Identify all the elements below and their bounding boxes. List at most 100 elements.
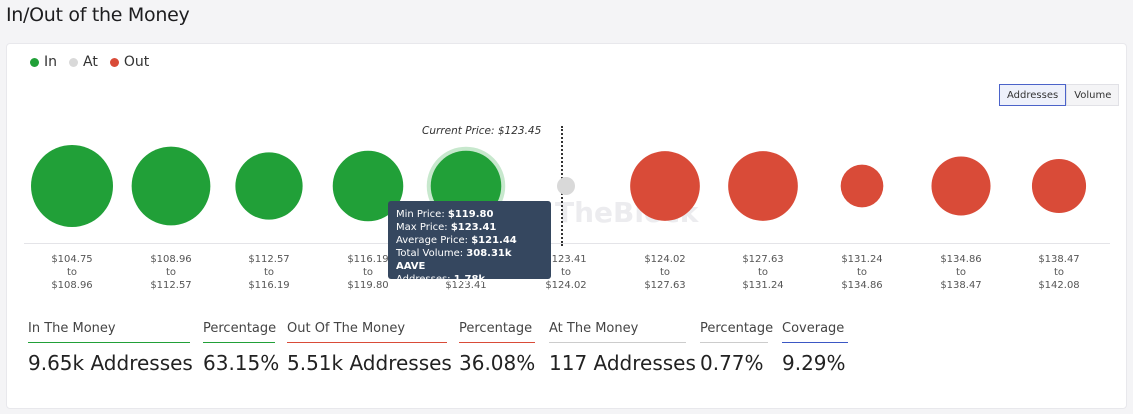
tooltip-max-value: $123.41 bbox=[450, 222, 497, 233]
bubble-out-8[interactable] bbox=[728, 151, 798, 221]
bubble-out-11[interactable] bbox=[1031, 158, 1087, 214]
range-to: $142.08 bbox=[1038, 280, 1080, 291]
stat-label: Percentage bbox=[203, 321, 276, 343]
tooltip-min-label: Min Price: bbox=[396, 209, 445, 220]
range-to-word: to bbox=[955, 267, 967, 278]
stat-coverage: Coverage 9.29% bbox=[782, 321, 848, 375]
legend-label-in: In bbox=[44, 54, 58, 70]
stat-label: At The Money bbox=[549, 321, 686, 343]
legend: In At Out bbox=[30, 54, 149, 70]
range-to-word: to bbox=[1053, 267, 1065, 278]
stat-value: 9.29% bbox=[782, 351, 846, 375]
range-to-word: to bbox=[856, 267, 868, 278]
bubble-at-6[interactable] bbox=[556, 176, 576, 196]
legend-dot-in bbox=[30, 57, 39, 67]
range-to: $138.47 bbox=[940, 280, 982, 291]
stat-label: Out Of The Money bbox=[287, 321, 447, 343]
range-to-word: to bbox=[362, 267, 374, 278]
range-to: $127.63 bbox=[644, 280, 686, 291]
metric-toggle: Addresses Volume bbox=[999, 84, 1120, 106]
price-range-label: $138.47 to $142.08 bbox=[1014, 253, 1104, 292]
addresses-toggle-button[interactable]: Addresses bbox=[999, 84, 1067, 106]
bubble-out-10[interactable] bbox=[931, 156, 991, 216]
legend-item-in[interactable]: In bbox=[30, 54, 57, 70]
range-from: $134.86 bbox=[940, 254, 982, 265]
range-from: $108.96 bbox=[150, 254, 192, 265]
range-from: $116.19 bbox=[347, 254, 389, 265]
price-range-label: $124.02 to $127.63 bbox=[620, 253, 710, 292]
legend-label-at: At bbox=[83, 54, 98, 70]
range-from: $104.75 bbox=[51, 254, 93, 265]
price-range-label: $131.24 to $134.86 bbox=[817, 253, 907, 292]
range-to-word: to bbox=[560, 267, 572, 278]
stat-in-the-money: In The Money 9.65k Addresses bbox=[28, 321, 193, 375]
range-from: $131.24 bbox=[841, 254, 883, 265]
stat-value: 63.15% bbox=[203, 351, 280, 375]
current-price-label: Current Price: $123.45 bbox=[422, 125, 542, 137]
legend-item-at[interactable]: At bbox=[69, 54, 98, 70]
chart-card: In At Out Addresses Volume TheBlock Curr… bbox=[6, 43, 1127, 409]
price-range-label: $134.86 to $138.47 bbox=[916, 253, 1006, 292]
stat-value: 36.08% bbox=[459, 351, 536, 375]
tooltip-min-value: $119.80 bbox=[447, 209, 494, 220]
range-to: $108.96 bbox=[51, 280, 93, 291]
range-to-word: to bbox=[165, 267, 177, 278]
range-to-word: to bbox=[659, 267, 671, 278]
tooltip-addresses-label: Addresses: bbox=[396, 274, 451, 285]
range-to: $123.41 bbox=[445, 280, 487, 291]
bubble-in-2[interactable] bbox=[131, 146, 211, 226]
tooltip-avg-label: Average Price: bbox=[396, 235, 469, 246]
range-from: $138.47 bbox=[1038, 254, 1080, 265]
stat-at-percentage: Percentage 0.77% bbox=[700, 321, 773, 375]
bubble-in-3[interactable] bbox=[235, 152, 303, 220]
price-range-label: $123.41 to $124.02 bbox=[521, 253, 611, 292]
stat-value: 117 Addresses bbox=[549, 351, 696, 375]
tooltip-max-label: Max Price: bbox=[396, 222, 448, 233]
stat-in-percentage: Percentage 63.15% bbox=[203, 321, 279, 375]
bubble-in-4[interactable] bbox=[332, 150, 404, 222]
range-from: $123.41 bbox=[545, 254, 587, 265]
legend-item-out[interactable]: Out bbox=[109, 54, 150, 70]
volume-toggle-button[interactable]: Volume bbox=[1066, 84, 1120, 106]
range-to: $112.57 bbox=[150, 280, 192, 291]
range-to-word: to bbox=[757, 267, 769, 278]
bubble-in-1[interactable] bbox=[31, 145, 113, 227]
range-to: $119.80 bbox=[347, 280, 389, 291]
page-title: In/Out of the Money bbox=[6, 4, 190, 26]
chart-baseline bbox=[24, 243, 1110, 244]
price-range-label: $104.75 to $108.96 bbox=[27, 253, 117, 292]
price-range-label: $108.96 to $112.57 bbox=[126, 253, 216, 292]
range-to-word: to bbox=[263, 267, 275, 278]
bubble-chart bbox=[31, 145, 1087, 227]
stat-value: 5.51k Addresses bbox=[287, 351, 452, 375]
stat-at-the-money: At The Money 117 Addresses bbox=[549, 321, 696, 375]
tooltip-volume-value: 308.31k AAVE bbox=[396, 248, 512, 272]
stat-out-of-the-money: Out Of The Money 5.51k Addresses bbox=[287, 321, 452, 375]
price-range-label: $127.63 to $131.24 bbox=[718, 253, 808, 292]
bubble-out-9[interactable] bbox=[840, 164, 884, 208]
range-to-word: to bbox=[66, 267, 78, 278]
price-range-label: $112.57 to $116.19 bbox=[224, 253, 314, 292]
bubble-out-7[interactable] bbox=[630, 151, 700, 221]
stat-out-percentage: Percentage 36.08% bbox=[459, 321, 535, 375]
stat-label: Percentage bbox=[459, 321, 535, 343]
range-to: $116.19 bbox=[248, 280, 290, 291]
stat-value: 9.65k Addresses bbox=[28, 351, 193, 375]
stat-label: Percentage bbox=[700, 321, 773, 343]
stat-value: 0.77% bbox=[700, 351, 764, 375]
bubble-tooltip: Min Price: $119.80 Max Price: $123.41 Av… bbox=[388, 201, 551, 298]
range-from: $124.02 bbox=[644, 254, 686, 265]
range-from: $112.57 bbox=[248, 254, 290, 265]
legend-label-out: Out bbox=[123, 54, 150, 70]
tooltip-avg-value: $121.44 bbox=[471, 235, 517, 246]
stat-label: Coverage bbox=[782, 321, 848, 343]
range-from: $127.63 bbox=[742, 254, 784, 265]
tooltip-volume-label: Total Volume: bbox=[396, 248, 464, 259]
range-to: $124.02 bbox=[545, 280, 587, 291]
range-to: $131.24 bbox=[742, 280, 784, 291]
range-to: $134.86 bbox=[841, 280, 883, 291]
price-range-label: $116.19 to $119.80 bbox=[323, 253, 413, 292]
legend-dot-at bbox=[69, 57, 79, 67]
stat-label: In The Money bbox=[28, 321, 190, 343]
tooltip-addresses-value: 1.78k Addresses bbox=[396, 274, 486, 298]
